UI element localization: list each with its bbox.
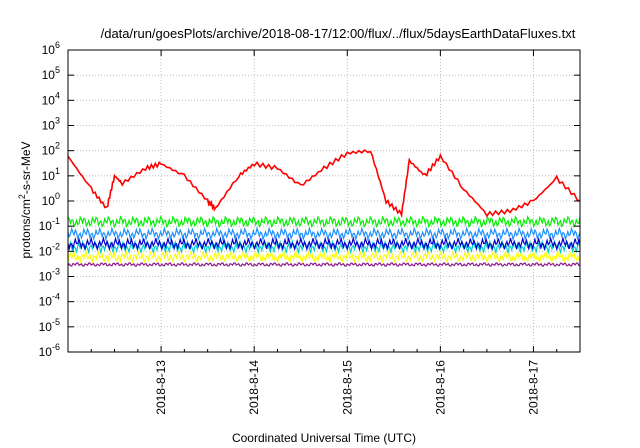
y-axis-label: protons/cm2-s-sr-MeV <box>17 141 33 258</box>
x-axis: 2018-8-13 2018-8-14 2018-8-15 2018-8-16 2018… <box>90 50 558 415</box>
y-tick-label: 102 <box>42 141 60 158</box>
y-tick-label: 106 <box>42 40 60 57</box>
x-tick-label: 2018-8-13 <box>154 360 168 415</box>
y-axis: 10-6 10-5 10-4 10-3 10-2 10-1 100 101 102 103 104 1… <box>39 40 580 359</box>
x-tick-label: 2018-8-15 <box>340 360 354 415</box>
y-tick-label: 104 <box>42 90 60 107</box>
chart-title: /data/run/goesPlots/archive/2018-08-17/1… <box>101 26 576 41</box>
series-line <box>67 215 581 229</box>
grid-lines <box>68 50 580 352</box>
series-line <box>67 226 581 242</box>
series-line <box>67 250 581 264</box>
x-tick-label: 2018-8-16 <box>433 360 447 415</box>
y-tick-label: 10-1 <box>39 216 60 233</box>
y-tick-label: 105 <box>42 65 60 82</box>
y-tick-label: 10-5 <box>39 317 60 334</box>
y-tick-label: 101 <box>42 166 60 183</box>
x-tick-label: 2018-8-17 <box>526 360 540 415</box>
series-layer <box>67 148 581 267</box>
y-tick-label: 103 <box>42 116 60 133</box>
series-line <box>67 235 581 252</box>
x-tick-label: 2018-8-14 <box>247 360 261 415</box>
y-tick-label: 100 <box>42 191 60 208</box>
y-tick-label: 10-2 <box>39 241 60 258</box>
x-axis-label: Coordinated Universal Time (UTC) <box>232 431 416 445</box>
y-tick-label: 10-3 <box>39 267 60 284</box>
y-tick-label: 10-6 <box>39 342 60 359</box>
series-line <box>67 239 581 255</box>
series-line <box>67 148 581 219</box>
y-tick-label: 10-4 <box>39 292 60 309</box>
series-line <box>67 262 581 267</box>
